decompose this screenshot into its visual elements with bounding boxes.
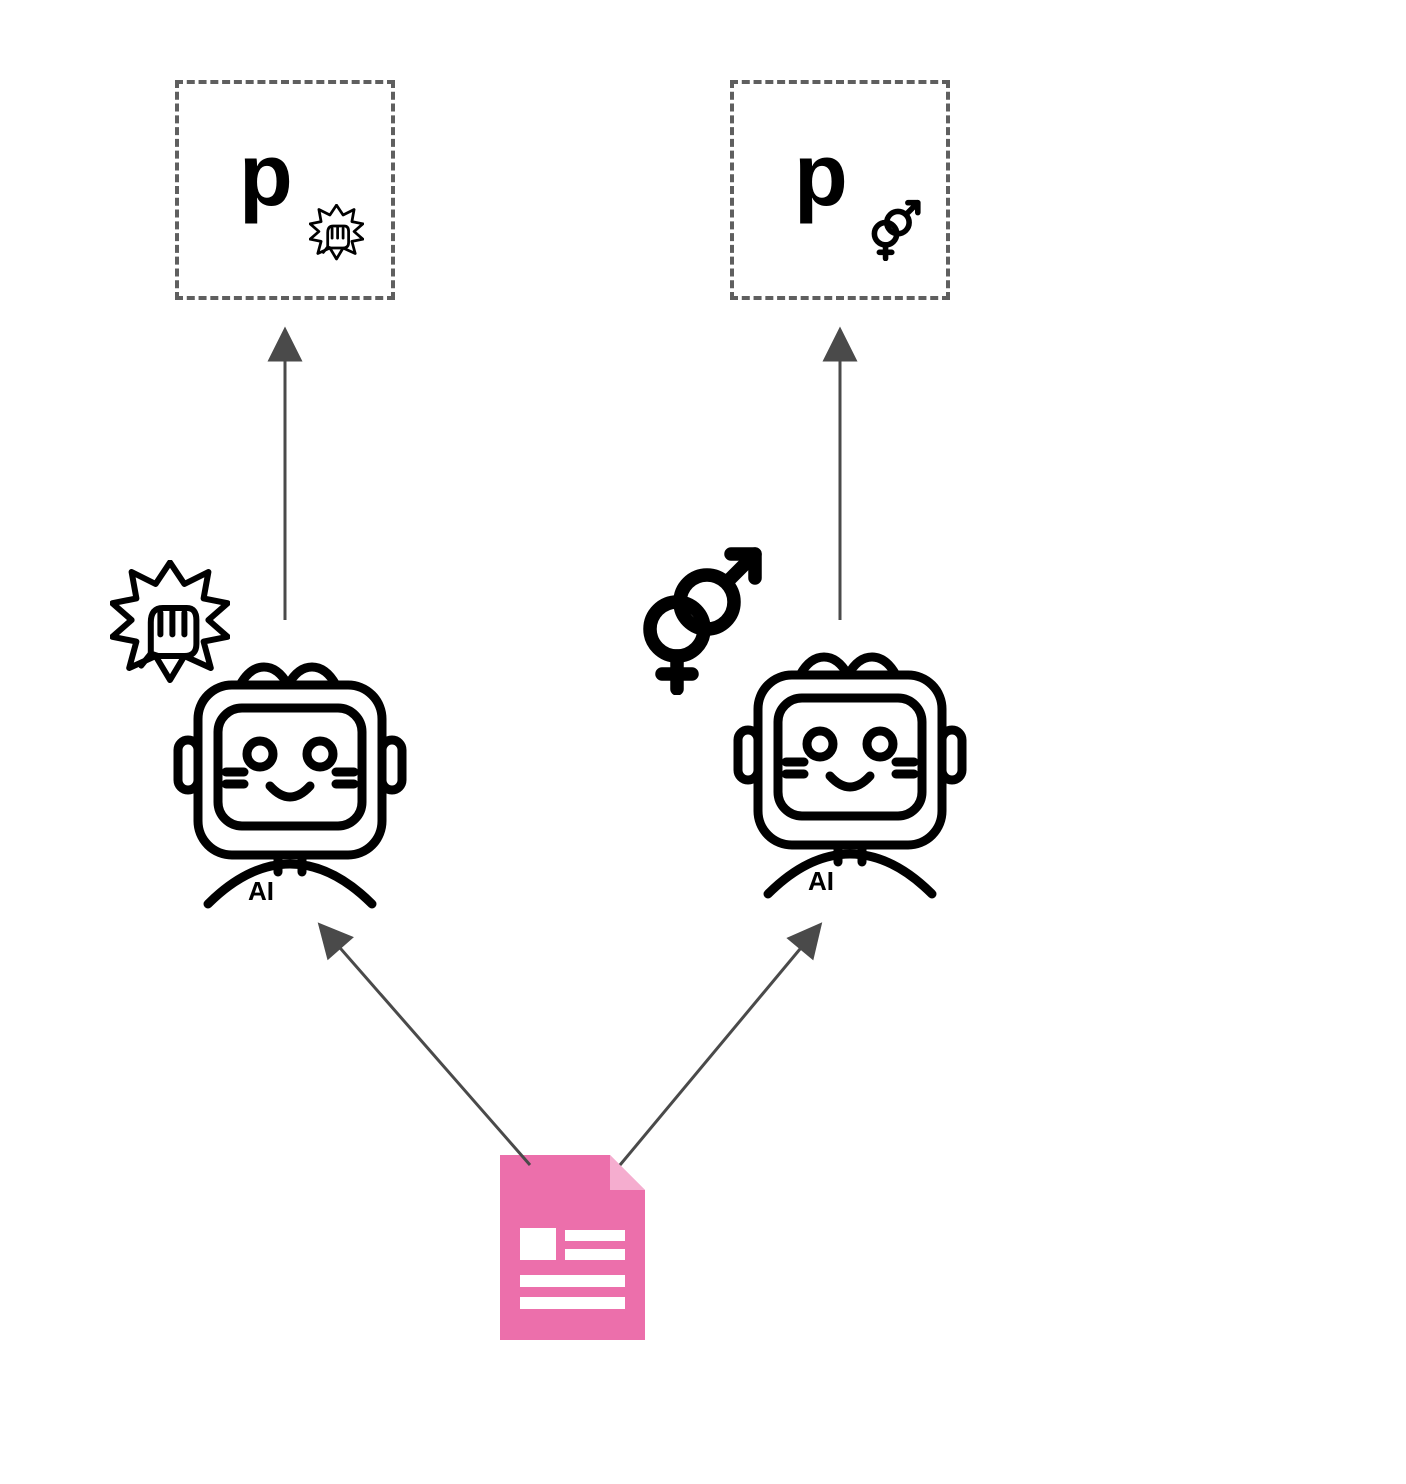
diagram-canvas: p p <box>0 0 1406 1484</box>
arrows <box>0 0 1406 1484</box>
